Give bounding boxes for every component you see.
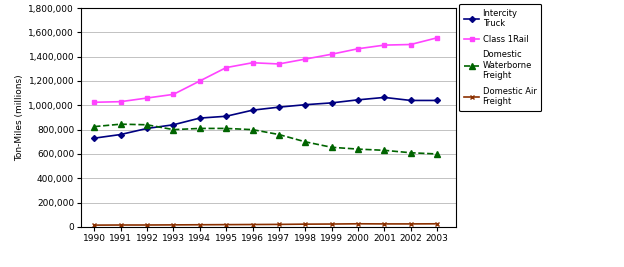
Domestic
Waterborne
Freight xyxy=(170,128,177,131)
Class 1Rail xyxy=(328,53,335,56)
Intercity
Truck xyxy=(407,99,414,102)
Intercity
Truck xyxy=(354,98,362,101)
Class 1Rail xyxy=(407,43,414,46)
Line: Domestic
Waterborne
Freight: Domestic Waterborne Freight xyxy=(92,121,440,157)
Domestic
Waterborne
Freight xyxy=(407,151,414,154)
Y-axis label: Ton-Miles (millions): Ton-Miles (millions) xyxy=(15,74,24,161)
Domestic Air
Freight xyxy=(90,223,98,227)
Intercity
Truck xyxy=(301,103,309,106)
Class 1Rail xyxy=(222,66,230,69)
Intercity
Truck xyxy=(222,115,230,118)
Class 1Rail xyxy=(144,96,151,100)
Intercity
Truck xyxy=(381,96,388,99)
Class 1Rail xyxy=(381,44,388,47)
Line: Intercity
Truck: Intercity Truck xyxy=(92,95,439,140)
Domestic Air
Freight xyxy=(196,223,203,226)
Domestic Air
Freight xyxy=(275,223,283,226)
Line: Domestic Air
Freight: Domestic Air Freight xyxy=(92,221,439,227)
Class 1Rail xyxy=(170,93,177,96)
Class 1Rail xyxy=(90,101,98,104)
Intercity
Truck xyxy=(328,101,335,104)
Intercity
Truck xyxy=(196,116,203,120)
Domestic Air
Freight xyxy=(222,223,230,226)
Class 1Rail xyxy=(275,62,283,66)
Line: Class 1Rail: Class 1Rail xyxy=(92,36,439,105)
Domestic
Waterborne
Freight xyxy=(381,149,388,152)
Intercity
Truck xyxy=(433,99,441,102)
Domestic
Waterborne
Freight xyxy=(196,127,203,130)
Domestic Air
Freight xyxy=(354,222,362,225)
Domestic
Waterborne
Freight xyxy=(90,125,98,128)
Domestic Air
Freight xyxy=(381,222,388,226)
Domestic
Waterborne
Freight xyxy=(433,152,441,156)
Intercity
Truck xyxy=(90,136,98,140)
Domestic Air
Freight xyxy=(433,222,441,225)
Domestic Air
Freight xyxy=(117,223,124,227)
Domestic Air
Freight xyxy=(144,223,151,227)
Domestic
Waterborne
Freight xyxy=(354,147,362,151)
Class 1Rail xyxy=(433,36,441,40)
Domestic Air
Freight xyxy=(407,222,414,226)
Intercity
Truck xyxy=(275,105,283,109)
Intercity
Truck xyxy=(249,109,256,112)
Class 1Rail xyxy=(249,61,256,64)
Domestic Air
Freight xyxy=(170,223,177,226)
Domestic
Waterborne
Freight xyxy=(222,127,230,130)
Domestic Air
Freight xyxy=(328,222,335,226)
Domestic
Waterborne
Freight xyxy=(275,133,283,136)
Intercity
Truck xyxy=(170,123,177,126)
Domestic
Waterborne
Freight xyxy=(144,123,151,126)
Domestic
Waterborne
Freight xyxy=(301,140,309,143)
Legend: Intercity
Truck, Class 1Rail, Domestic
Waterborne
Freight, Domestic Air
Freight: Intercity Truck, Class 1Rail, Domestic W… xyxy=(459,4,542,111)
Domestic
Waterborne
Freight xyxy=(117,123,124,126)
Intercity
Truck xyxy=(117,133,124,136)
Domestic Air
Freight xyxy=(249,223,256,226)
Class 1Rail xyxy=(354,47,362,50)
Intercity
Truck xyxy=(144,127,151,130)
Class 1Rail xyxy=(196,79,203,83)
Class 1Rail xyxy=(117,100,124,103)
Domestic
Waterborne
Freight xyxy=(249,128,256,131)
Domestic
Waterborne
Freight xyxy=(328,146,335,149)
Class 1Rail xyxy=(301,57,309,61)
Domestic Air
Freight xyxy=(301,223,309,226)
